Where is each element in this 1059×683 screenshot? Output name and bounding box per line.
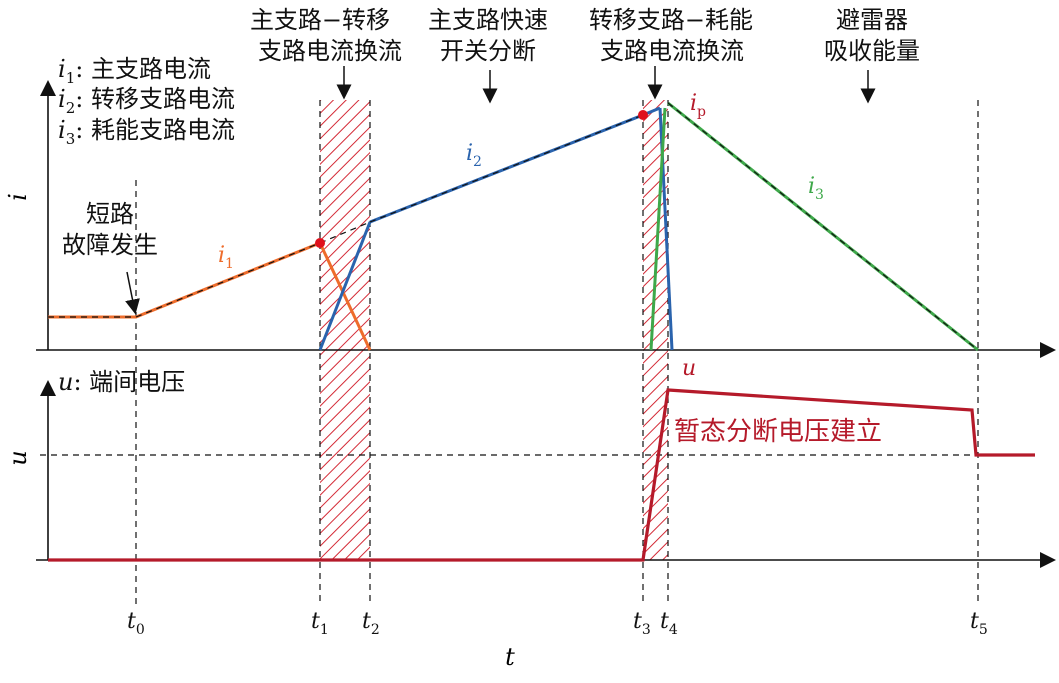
phase1-title-line2: 支路电流换流 bbox=[258, 37, 402, 65]
phase2-title-line2: 开关分断 bbox=[440, 37, 536, 65]
transient-voltage-label: 暂态分断电压建立 bbox=[674, 417, 882, 447]
i1-commutation bbox=[318, 242, 372, 351]
legend-i2: i2: 转移支路电流 bbox=[58, 85, 235, 117]
phase3-title-line1: 转移支路−耗能 bbox=[589, 6, 753, 34]
fault-arrow bbox=[125, 271, 140, 315]
total-current-envelope-3 bbox=[369, 114, 644, 223]
commutation-point-2 bbox=[638, 110, 648, 120]
phase2-title-line1: 主支路快速 bbox=[428, 6, 548, 34]
legend-i3: i3: 耗能支路电流 bbox=[58, 116, 235, 148]
legend-u: u: 端间电压 bbox=[58, 368, 185, 396]
legend-i1: i1: 主支路电流 bbox=[58, 55, 211, 87]
u-axis-label: u bbox=[4, 450, 32, 465]
t-axis-label: t bbox=[505, 643, 515, 671]
i3-label: i3 bbox=[808, 174, 824, 203]
legend: i1: 主支路电流 i2: 转移支路电流 i3: 耗能支路电流 u: 端间电压 bbox=[58, 55, 235, 396]
fault-label-line1: 短路 bbox=[86, 200, 134, 228]
t5-label: t5 bbox=[970, 609, 988, 638]
i2-rise bbox=[318, 221, 372, 351]
t0-label: t0 bbox=[127, 609, 145, 638]
ip-label: ip bbox=[690, 91, 706, 120]
i-axis-label: i bbox=[4, 193, 32, 201]
t1-label: t1 bbox=[311, 609, 329, 638]
phase4-title-line1: 避雷器 bbox=[836, 6, 908, 34]
total-current-envelope-1 bbox=[48, 242, 321, 318]
phase3-title-line2: 支路电流换流 bbox=[600, 37, 744, 65]
total-current-envelope-2 bbox=[319, 221, 371, 244]
fault-label-line2: 故障发生 bbox=[62, 231, 158, 259]
u-curve bbox=[48, 388, 1035, 562]
t4-label: t4 bbox=[660, 609, 678, 638]
total-current-envelope-4 bbox=[667, 102, 979, 351]
commutation-point-1 bbox=[315, 238, 325, 248]
i1-label: i1 bbox=[218, 243, 234, 272]
i3-rise bbox=[649, 107, 667, 351]
t3-label: t3 bbox=[633, 609, 651, 638]
phase1-title-line1: 主支路−转移 bbox=[250, 6, 390, 34]
u-label: u bbox=[682, 356, 696, 381]
phase4-title-line2: 吸收能量 bbox=[824, 37, 920, 65]
i2-label: i2 bbox=[466, 141, 482, 170]
t2-label: t2 bbox=[362, 609, 380, 638]
